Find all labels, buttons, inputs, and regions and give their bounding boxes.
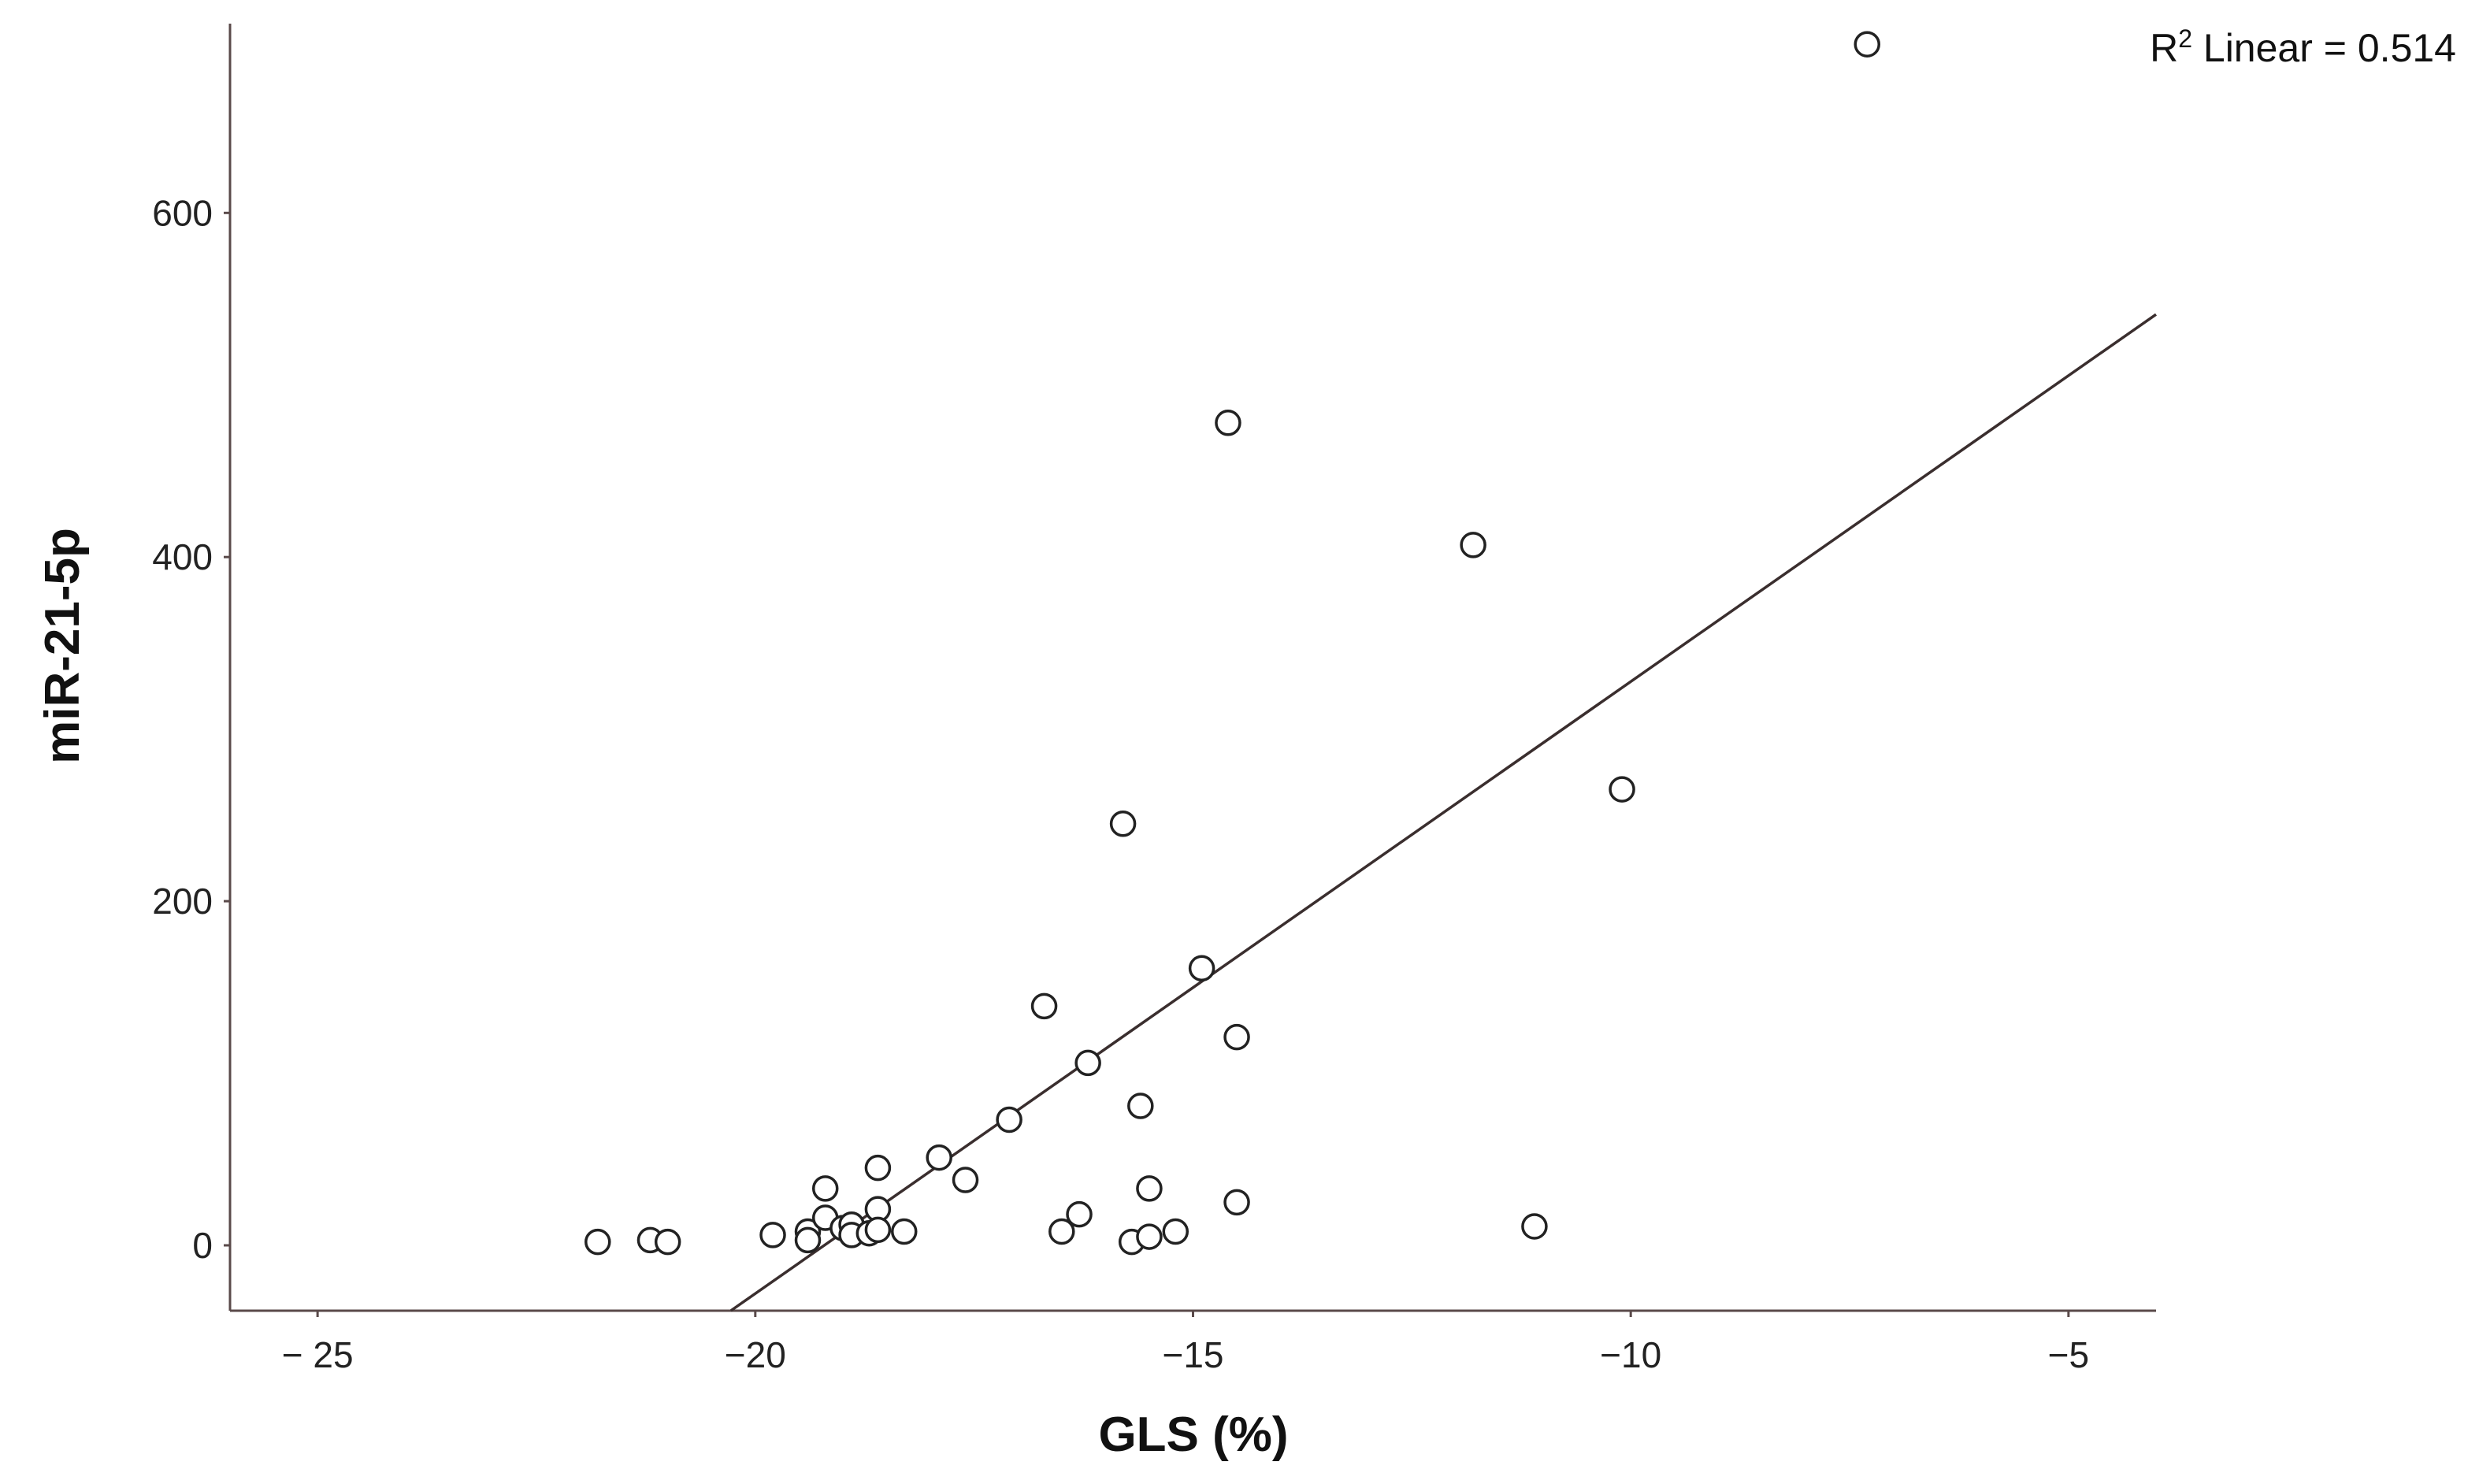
data-point	[996, 1106, 1022, 1133]
x-tick-label: −15	[1162, 1334, 1223, 1375]
regression-line-group	[729, 313, 2158, 1312]
y-tick-label: 0	[192, 1225, 213, 1266]
r2-superscript: 2	[2178, 24, 2192, 53]
x-axis-title: GLS (%)	[1098, 1408, 1288, 1462]
x-tick-label: −10	[1600, 1334, 1661, 1375]
data-point	[1048, 1218, 1075, 1245]
data-point	[1136, 1223, 1163, 1250]
data-point	[584, 1228, 611, 1256]
data-point	[811, 1175, 839, 1202]
y-tick-label: 400	[152, 536, 213, 577]
data-point	[1066, 1200, 1093, 1228]
axes	[228, 24, 2156, 1312]
data-point	[864, 1216, 892, 1244]
data-point	[1609, 776, 1635, 803]
data-point	[1109, 811, 1137, 837]
data-point	[1223, 1023, 1250, 1051]
data-point	[1162, 1218, 1189, 1245]
data-point	[891, 1218, 918, 1245]
data-point	[952, 1167, 979, 1193]
data-point	[1521, 1213, 1548, 1240]
r2-text: Linear = 0.514	[2192, 26, 2456, 70]
data-point	[926, 1144, 952, 1171]
data-point	[759, 1222, 786, 1248]
data-point	[794, 1226, 822, 1254]
x-tick-label: −20	[725, 1334, 786, 1375]
data-point	[1215, 410, 1241, 436]
data-point	[864, 1154, 892, 1182]
data-point	[1030, 992, 1058, 1020]
y-tick-label: 200	[152, 881, 213, 922]
data-point	[1074, 1049, 1101, 1077]
r2-prefix: R	[2150, 26, 2178, 70]
y-axis-title: miR-21-5p	[35, 528, 90, 764]
y-tick-label: 600	[152, 192, 213, 233]
data-point	[1136, 1175, 1163, 1202]
x-tick-label: − 25	[282, 1334, 354, 1375]
data-points	[584, 31, 1880, 1256]
x-tick-label: −5	[2048, 1334, 2089, 1375]
data-point	[654, 1228, 681, 1256]
data-point	[1854, 31, 1880, 58]
data-point	[1460, 532, 1486, 558]
regression-line	[729, 313, 2158, 1312]
data-point	[1188, 955, 1215, 982]
ticks: − 25 −20 −15 −10 −5 0 200 400 600	[152, 192, 2089, 1375]
data-point	[1223, 1189, 1250, 1216]
data-point	[1127, 1093, 1154, 1119]
r2-annotation: R2 Linear = 0.514	[2150, 24, 2456, 70]
